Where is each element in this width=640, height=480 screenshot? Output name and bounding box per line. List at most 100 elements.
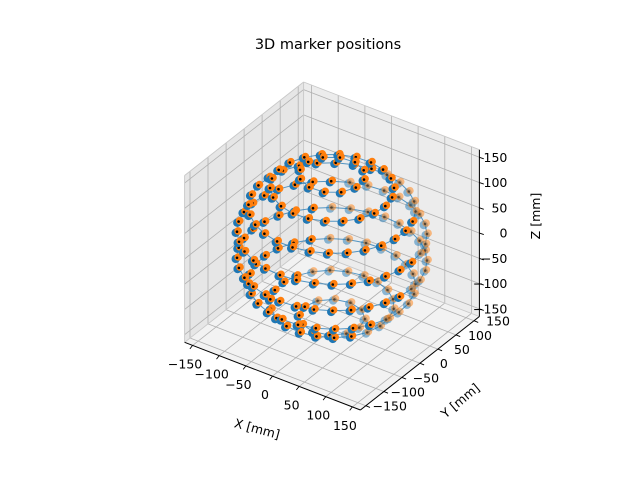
marker-orange (417, 249, 426, 257)
marker-orange (330, 279, 338, 288)
marker-orange (356, 323, 365, 331)
tick-mark (189, 345, 193, 350)
marker-black (390, 196, 394, 199)
marker-orange (274, 236, 283, 245)
marker-black (412, 292, 416, 296)
marker-orange (382, 298, 391, 306)
marker-black (269, 298, 272, 301)
grid-line (303, 215, 480, 284)
marker-orange (368, 157, 376, 166)
marker-orange (305, 214, 314, 222)
marker-black (339, 190, 343, 194)
marker-orange (338, 187, 347, 196)
marker-orange (412, 206, 421, 215)
marker-black (282, 280, 286, 284)
tick-mark (296, 386, 300, 391)
marker-black (278, 273, 282, 277)
marker-orange (321, 187, 330, 196)
marker-orange (241, 246, 250, 255)
marker-orange (320, 152, 328, 161)
marker-orange (410, 269, 418, 277)
marker-black (303, 305, 307, 309)
marker-black (397, 311, 401, 314)
marker-black (249, 292, 253, 296)
marker-orange (306, 182, 315, 191)
marker-orange (255, 180, 264, 189)
marker-orange (347, 204, 356, 212)
marker-black (404, 229, 407, 233)
marker-orange (270, 192, 279, 201)
y-tick-label: 150 (486, 314, 510, 329)
marker-black (277, 168, 281, 172)
marker-orange (297, 165, 305, 173)
marker-black (333, 328, 336, 331)
marker-black (316, 299, 319, 303)
grid-line (225, 309, 403, 378)
marker-orange (383, 314, 391, 323)
z-tick-label: −150 (473, 301, 507, 316)
marker-black (384, 275, 387, 278)
marker-orange (345, 235, 354, 243)
marker-black (275, 240, 279, 243)
marker-black (372, 212, 376, 215)
marker-black (280, 318, 284, 321)
marker-orange (250, 282, 259, 290)
marker-orange (366, 276, 375, 285)
grid-line (184, 215, 304, 310)
marker-black (366, 331, 369, 334)
marker-orange (248, 190, 257, 198)
marker-black (252, 259, 255, 262)
marker-black (307, 186, 311, 189)
marker-black (348, 181, 352, 184)
tick-mark (349, 406, 353, 411)
marker-orange (276, 210, 284, 219)
marker-black (306, 217, 310, 220)
marker-orange (361, 175, 369, 183)
marker-orange (308, 235, 316, 243)
marker-orange (362, 245, 370, 254)
marker-black (330, 206, 333, 209)
marker-black (398, 295, 401, 299)
tick-mark (479, 207, 484, 210)
marker-black (248, 272, 252, 276)
marker-black (331, 309, 334, 313)
marker-black (256, 302, 260, 305)
marker-black (407, 190, 411, 193)
marker-orange (283, 321, 292, 330)
tick-mark (322, 396, 327, 401)
marker-black (358, 217, 362, 220)
tick-mark (479, 283, 484, 286)
marker-black (242, 236, 246, 240)
marker-black (384, 204, 387, 208)
marker-black (235, 256, 239, 260)
marker-orange (328, 176, 337, 185)
y-tick-label: 100 (468, 328, 492, 343)
marker-orange (391, 183, 399, 191)
data-layer (231, 149, 432, 344)
marker-orange (347, 177, 355, 186)
marker-black (263, 254, 267, 257)
grid-line (303, 114, 480, 183)
grid-line (189, 337, 366, 407)
grid-line (184, 240, 304, 336)
tick-mark (479, 182, 484, 185)
y-tick-label: −100 (391, 385, 425, 400)
marker-orange (311, 304, 319, 313)
marker-black (312, 308, 316, 311)
marker-black (378, 324, 382, 328)
marker-orange (278, 201, 286, 210)
marker-orange (289, 242, 298, 251)
marker-orange (327, 265, 335, 274)
marker-black (327, 252, 330, 255)
marker-black (423, 222, 427, 226)
marker-black (329, 179, 333, 183)
z-tick-label: 100 (484, 175, 508, 190)
marker-orange (235, 217, 244, 225)
marker-orange (389, 192, 398, 201)
marker-orange (331, 324, 340, 333)
x-tick-label: 0 (261, 387, 269, 402)
chart-title: 3D marker positions (255, 37, 401, 53)
grid-line (303, 89, 480, 158)
marker-black (370, 167, 373, 171)
marker-orange (409, 216, 418, 225)
